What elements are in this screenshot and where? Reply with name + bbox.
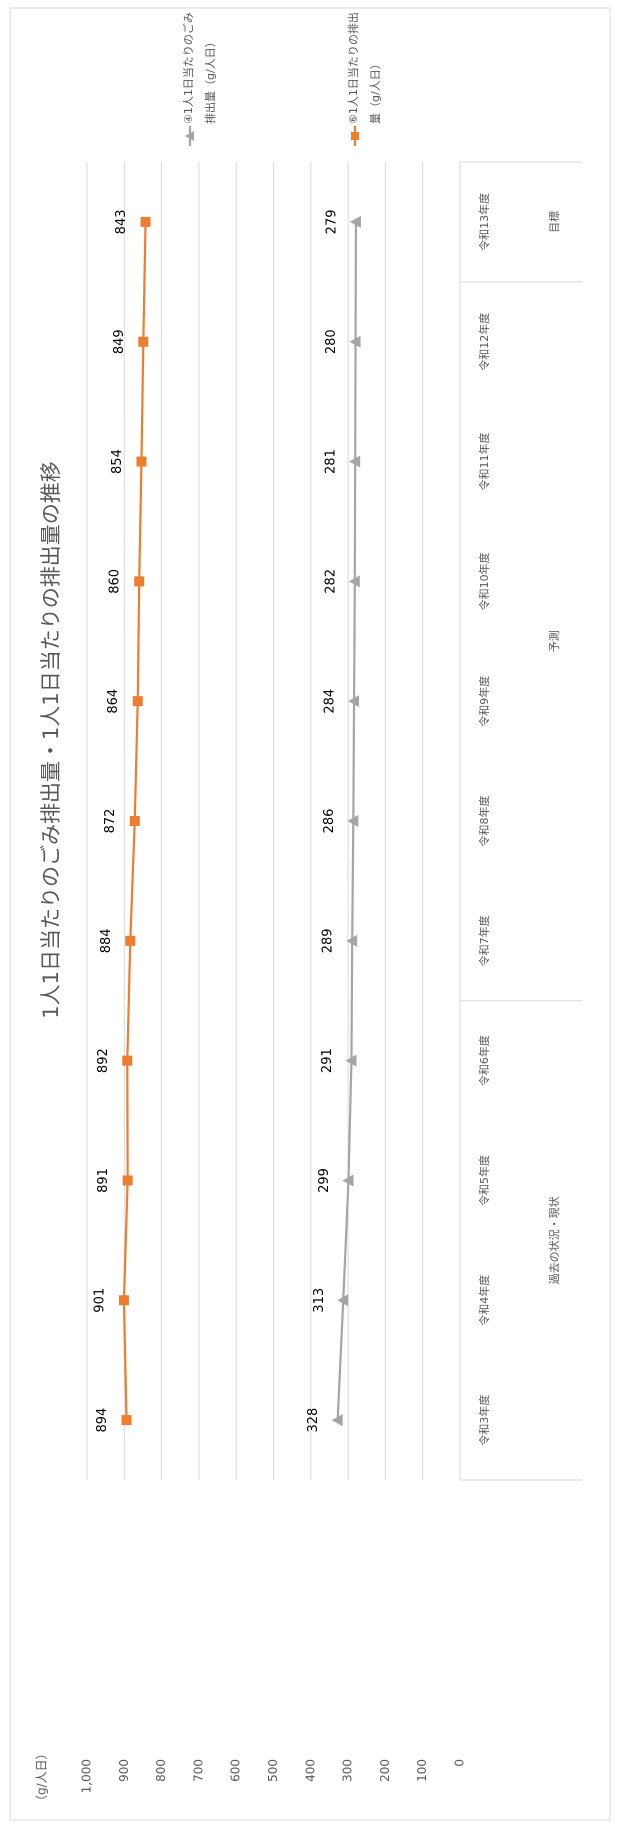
y-tick-label: 700 <box>191 1759 205 1782</box>
data-point <box>138 336 149 347</box>
y-tick-label: 900 <box>117 1759 131 1782</box>
y-tick-label: 400 <box>303 1759 317 1782</box>
data-point <box>348 575 360 588</box>
data-label: 894 <box>95 1408 110 1433</box>
x-tick-label: 令和5年度 <box>477 1155 491 1206</box>
data-point <box>349 215 361 228</box>
data-point <box>346 934 358 947</box>
x-tick-label: 令和4年度 <box>477 1275 491 1326</box>
chart-frame <box>9 7 611 1821</box>
data-label: 849 <box>112 329 127 354</box>
data-label: 289 <box>321 928 336 953</box>
chart-title: 1人1日当たりのごみ排出量・1人1日当たりの排出量の推移 <box>39 461 63 1018</box>
data-label: 884 <box>99 928 114 953</box>
data-label: 281 <box>324 449 339 474</box>
data-point <box>132 696 143 707</box>
data-point <box>129 816 140 826</box>
data-label: 284 <box>323 689 338 714</box>
data-label: 328 <box>306 1408 321 1433</box>
data-point <box>140 216 151 227</box>
x-tick-label: 令和12年度 <box>477 313 491 371</box>
data-label: 280 <box>324 329 339 354</box>
category-group-label: 目標 <box>547 211 561 233</box>
data-point <box>136 456 147 467</box>
category-group-label: 過去の状況・現状 <box>547 1196 561 1284</box>
y-tick-label: 100 <box>415 1759 429 1782</box>
data-point <box>347 815 359 827</box>
data-point <box>121 1415 132 1426</box>
x-tick-label: 令和13年度 <box>477 193 491 251</box>
y-tick-label: 600 <box>229 1759 243 1782</box>
data-label: 286 <box>322 809 337 834</box>
y-tick-label: 800 <box>154 1759 168 1782</box>
y-tick-label: 500 <box>266 1759 280 1782</box>
data-label: 872 <box>103 809 118 834</box>
data-point <box>337 1294 349 1307</box>
data-label: 864 <box>106 689 121 714</box>
x-tick-label: 令和3年度 <box>477 1395 491 1446</box>
x-tick-label: 令和8年度 <box>477 796 491 847</box>
data-label: 279 <box>324 209 339 234</box>
category-group-label: 予測 <box>547 630 561 652</box>
data-point <box>349 455 361 468</box>
data-label: 854 <box>110 449 125 474</box>
data-point <box>348 695 360 708</box>
y-axis-label: （g/人日） <box>35 1747 49 1807</box>
data-label: 313 <box>312 1288 327 1313</box>
data-label: 860 <box>108 569 123 594</box>
x-tick-label: 令和10年度 <box>477 552 491 610</box>
data-label: 901 <box>92 1288 107 1313</box>
legend-entry: ④1人1日当たりのごみ排出量（g/人日） <box>182 12 217 124</box>
data-point <box>349 335 361 348</box>
data-point <box>331 1414 343 1427</box>
y-tick-label: 300 <box>341 1759 355 1782</box>
data-point <box>134 576 145 587</box>
y-tick-label: 0 <box>453 1759 467 1767</box>
data-point <box>122 1175 133 1186</box>
x-tick-label: 令和9年度 <box>477 676 491 727</box>
y-tick-label: 1,000 <box>80 1759 94 1793</box>
data-label: 891 <box>96 1168 111 1193</box>
legend-entry: ⑥1人1日当たりの排出量（g/人日） <box>347 12 382 124</box>
x-tick-label: 令和11年度 <box>477 433 491 491</box>
y-tick-label: 200 <box>378 1759 392 1782</box>
data-label: 291 <box>320 1048 335 1073</box>
legend-marker <box>185 131 194 141</box>
data-point <box>122 1055 133 1066</box>
data-point <box>342 1174 354 1187</box>
x-tick-label: 令和7年度 <box>477 915 491 966</box>
x-tick-label: 令和6年度 <box>477 1035 491 1086</box>
rotated-chart: 1人1日当たりのごみ排出量・1人1日当たりの排出量の推移 （g/人日） 0 100… <box>35 12 582 1807</box>
data-label: 282 <box>323 569 338 594</box>
data-label: 892 <box>96 1048 111 1073</box>
legend-label: ④1人1日当たりのごみ排出量（g/人日） <box>182 12 217 124</box>
data-point <box>118 1295 129 1306</box>
data-point <box>345 1054 357 1067</box>
legend-marker <box>351 132 359 140</box>
legend-label: ⑥1人1日当たりの排出量（g/人日） <box>347 12 382 124</box>
data-point <box>125 935 136 946</box>
data-label: 843 <box>114 209 129 234</box>
data-label: 299 <box>317 1168 332 1193</box>
